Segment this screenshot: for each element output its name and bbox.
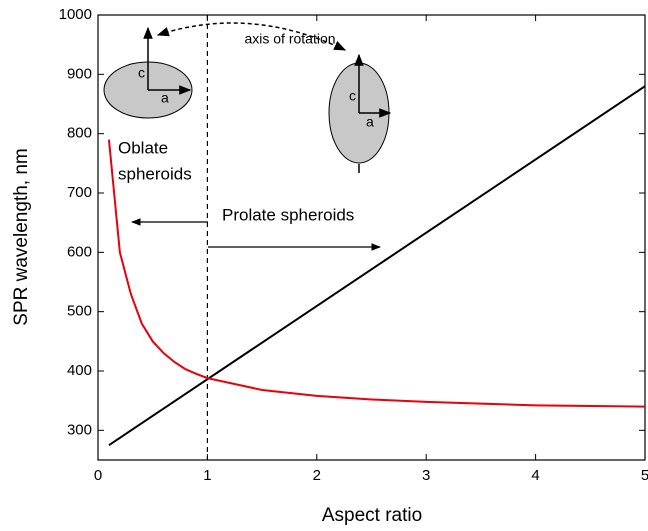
- annotation: a: [161, 90, 169, 106]
- x-tick-label: 3: [422, 467, 430, 484]
- annotation: a: [366, 114, 374, 130]
- data-line: [107, 139, 646, 408]
- annotation: Oblate: [118, 138, 168, 157]
- y-tick-label: 600: [67, 243, 92, 260]
- y-tick-label: 1000: [59, 6, 92, 23]
- x-tick-label: 5: [641, 467, 648, 484]
- y-tick-label: 900: [67, 65, 92, 82]
- annotation: axis of rotation: [244, 31, 335, 47]
- y-axis-label: SPR wavelength, nm: [11, 148, 32, 325]
- x-tick-label: 2: [313, 467, 321, 484]
- rotation-arrow: [156, 22, 347, 51]
- x-tick-label: 4: [531, 467, 539, 484]
- annotation: c: [349, 88, 356, 104]
- y-tick-label: 700: [67, 184, 92, 201]
- data-line: [108, 85, 646, 446]
- prolate-diagram: [328, 53, 392, 173]
- y-tick-label: 500: [67, 303, 92, 320]
- x-tick-label: 1: [203, 467, 211, 484]
- annotation: Prolate spheroids: [222, 205, 354, 224]
- x-axis-label: Aspect ratio: [322, 505, 422, 526]
- y-tick-label: 300: [67, 421, 92, 438]
- plot-frame: [97, 14, 646, 461]
- y-tick-label: 800: [67, 125, 92, 142]
- oblate-diagram: [103, 26, 193, 119]
- y-tick-label: 400: [67, 362, 92, 379]
- annotation: spheroids: [118, 164, 192, 183]
- x-tick-label: 0: [94, 467, 102, 484]
- annotation: c: [138, 65, 145, 81]
